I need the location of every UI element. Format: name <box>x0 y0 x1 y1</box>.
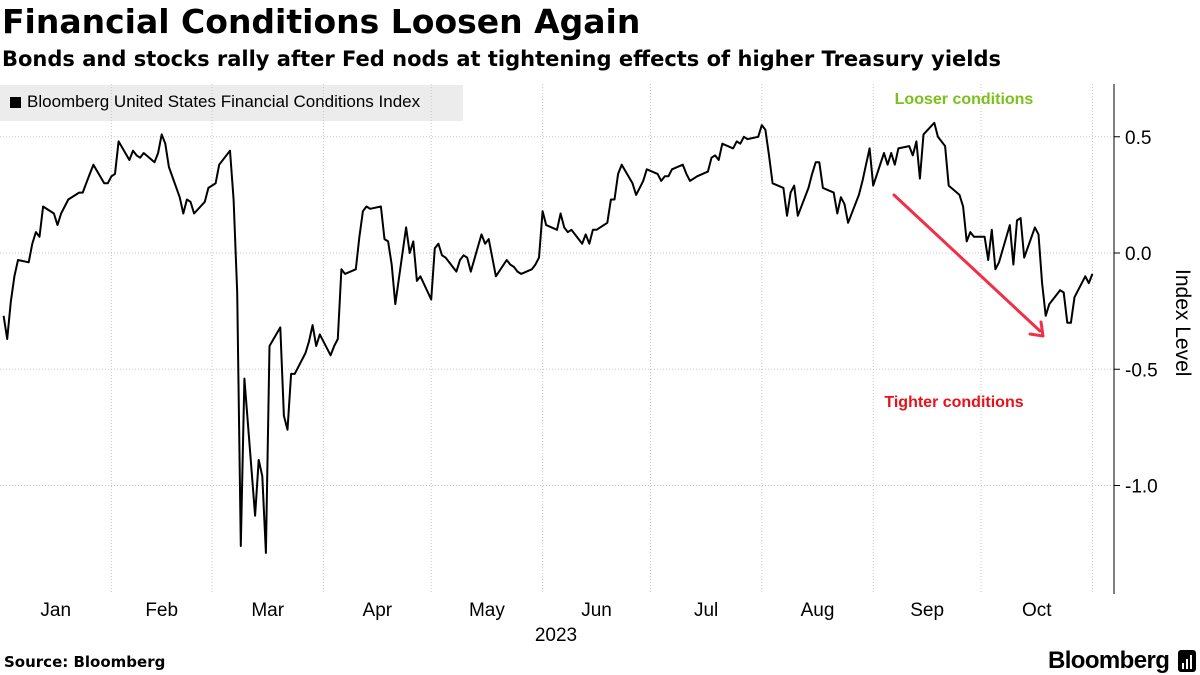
trend-arrow-icon <box>892 193 1045 338</box>
x-tick-label: Jan <box>40 600 71 621</box>
axes: 0.5 0.0 -0.5 -1.0 Jan Feb Mar Apr May Jun Jul Aug Se… <box>40 84 1158 621</box>
legend-swatch-icon <box>10 97 21 108</box>
bloomberg-logo: Bloomberg <box>1048 647 1170 674</box>
chart-title: Financial Conditions Loosen Again <box>2 2 641 41</box>
y-tick-label: -1.0 <box>1125 477 1158 498</box>
tighter-conditions-annotation: Tighter conditions <box>884 394 1023 411</box>
chart-subtitle: Bonds and stocks rally after Fed nods at… <box>2 47 1001 71</box>
x-tick-label: Jun <box>581 600 612 621</box>
x-tick-label: Aug <box>801 600 835 621</box>
y-tick-label: -0.5 <box>1125 360 1158 381</box>
legend-label: Bloomberg United States Financial Condit… <box>27 92 421 111</box>
x-tick-label: Oct <box>1022 600 1052 621</box>
x-axis-year-label: 2023 <box>535 625 577 646</box>
series-layer <box>2 121 1094 554</box>
x-tick-label: Feb <box>145 600 178 621</box>
looser-conditions-annotation: Looser conditions <box>895 91 1034 108</box>
x-tick-label: Apr <box>363 600 393 621</box>
y-tick-label: 0.0 <box>1125 244 1151 265</box>
legend <box>0 85 463 121</box>
source-note: Source: Bloomberg <box>4 653 166 671</box>
x-tick-label: May <box>469 600 505 621</box>
bloomberg-chart-icon <box>1178 650 1196 672</box>
series-line <box>2 121 1094 554</box>
x-tick-label: Jul <box>694 600 718 621</box>
x-tick-label: Sep <box>910 600 944 621</box>
y-tick-label: 0.5 <box>1125 128 1151 149</box>
x-tick-label: Mar <box>251 600 284 621</box>
grid-lines <box>0 84 1114 594</box>
y-axis-label: Index Level <box>1171 269 1194 376</box>
